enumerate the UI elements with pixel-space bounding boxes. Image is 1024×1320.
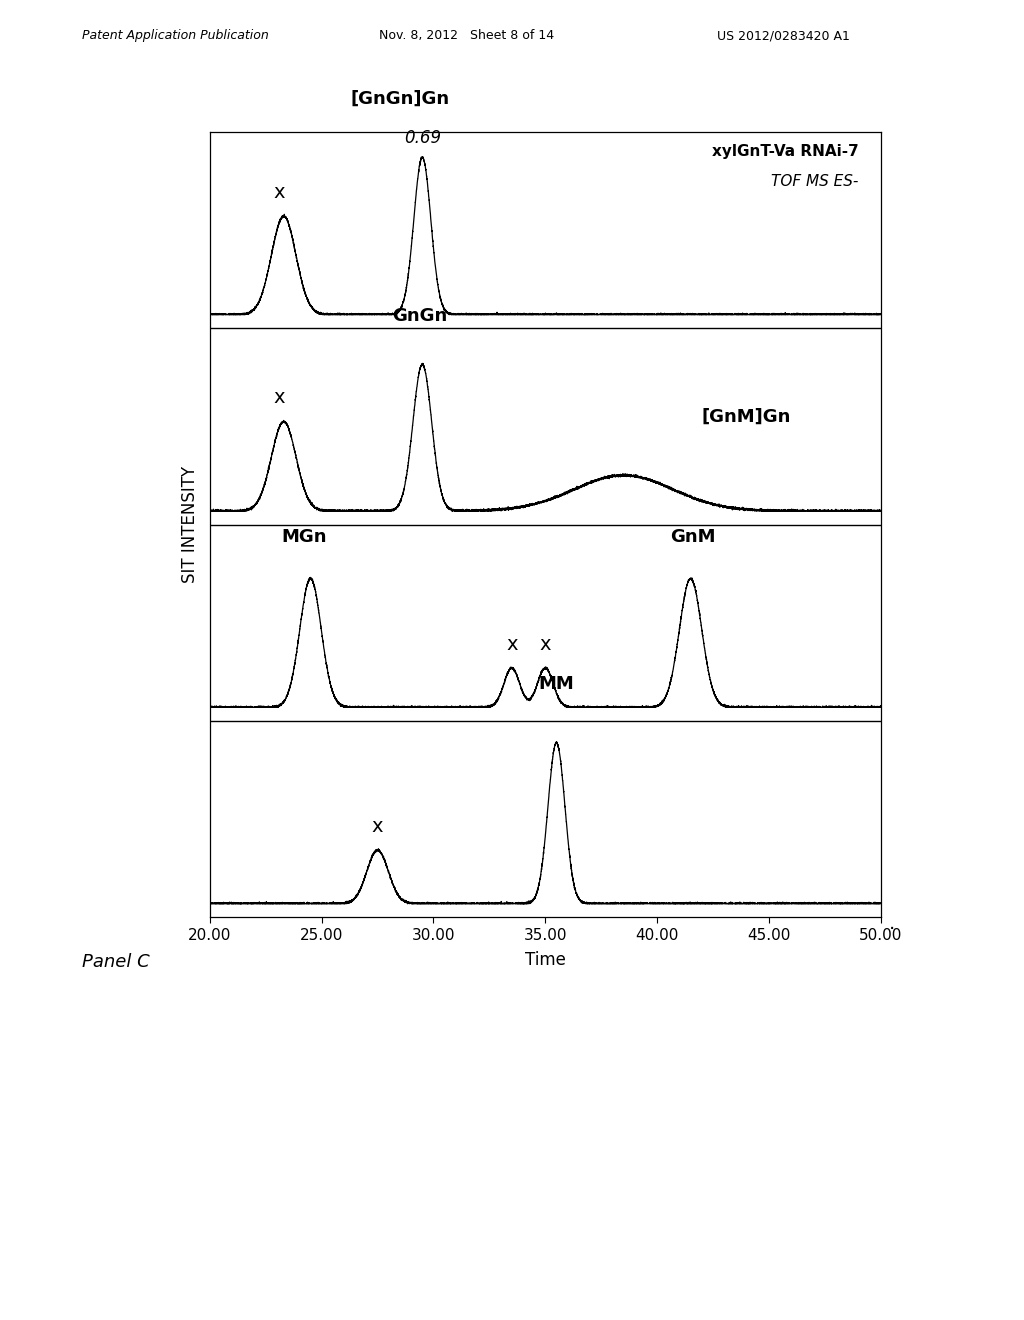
Text: GnM: GnM: [670, 528, 716, 546]
Text: x: x: [273, 388, 285, 408]
Y-axis label: SIT INTENSITY: SIT INTENSITY: [181, 466, 199, 583]
Text: MM: MM: [539, 675, 574, 693]
Text: x: x: [273, 183, 285, 202]
Text: [GnGn]Gn: [GnGn]Gn: [350, 90, 450, 107]
Text: Patent Application Publication: Patent Application Publication: [82, 29, 268, 42]
Text: MGn: MGn: [281, 528, 327, 546]
Text: x: x: [372, 817, 383, 836]
X-axis label: Time: Time: [525, 952, 565, 969]
Text: x: x: [506, 635, 517, 653]
Text: TOF MS ES-: TOF MS ES-: [771, 174, 858, 189]
Text: US 2012/0283420 A1: US 2012/0283420 A1: [717, 29, 850, 42]
Text: GnGn: GnGn: [392, 308, 447, 325]
Text: xylGnT-Va RNAi-7: xylGnT-Va RNAi-7: [712, 144, 858, 160]
Text: 0.69: 0.69: [403, 128, 441, 147]
Text: ·: ·: [889, 920, 895, 939]
Text: [GnM]Gn: [GnM]Gn: [701, 408, 792, 426]
Text: Panel C: Panel C: [82, 953, 150, 972]
Text: x: x: [540, 635, 551, 653]
Text: Nov. 8, 2012   Sheet 8 of 14: Nov. 8, 2012 Sheet 8 of 14: [379, 29, 554, 42]
